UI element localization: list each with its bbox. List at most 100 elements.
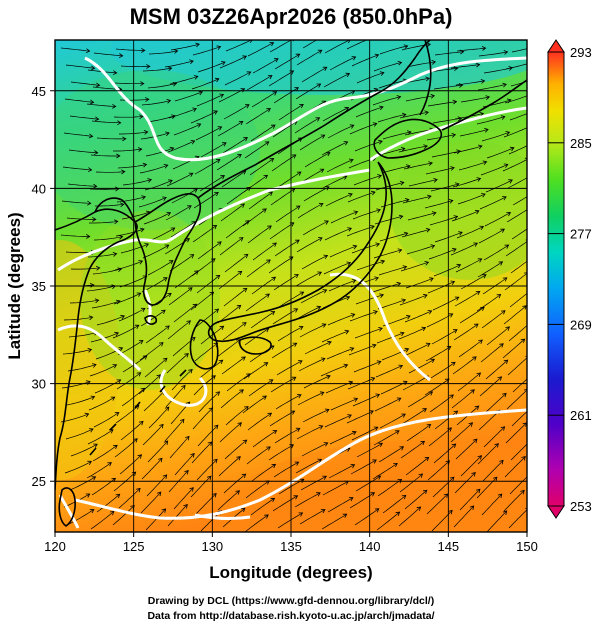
streamline-arrow-320 [453, 329, 458, 334]
streamline-arrow-21 [167, 66, 173, 72]
streamline-320 [431, 329, 458, 345]
streamline-158 [430, 183, 459, 192]
streamline-515 [354, 508, 380, 526]
streamline-arrow-181 [113, 219, 119, 225]
streamline-arrow-67 [430, 93, 436, 99]
streamline-287 [509, 292, 527, 308]
streamline-arrow-377 [530, 372, 534, 376]
streamline-arrow-304 [500, 310, 506, 315]
streamline-arrow-319 [421, 326, 427, 332]
streamline-arrow-195 [474, 209, 480, 215]
streamline-arrow-31 [431, 59, 437, 65]
cool-patch-northwest [55, 70, 260, 230]
streamline-345 [144, 358, 168, 378]
streamline-arrow-229 [430, 244, 436, 249]
streamline-arrow-337 [425, 342, 431, 348]
streamline-4 [170, 43, 200, 51]
streamline-arrow-166 [193, 188, 198, 193]
streamline-arrow-301 [427, 310, 433, 315]
streamline-319 [398, 327, 426, 340]
streamline-7 [247, 42, 274, 57]
coastline-shikoku [238, 336, 272, 355]
streamline-arrow-414 [88, 428, 94, 433]
streamline-467 [504, 456, 526, 478]
streamline-arrow-409 [422, 408, 427, 413]
streamline-arrow-468 [91, 476, 97, 481]
streamline-arrow-91 [122, 136, 127, 142]
streamline-78 [223, 104, 250, 120]
streamline-arrow-169 [268, 191, 273, 196]
streamline-161 [507, 177, 527, 189]
streamline-339 [458, 339, 483, 358]
streamline-arrow-495 [316, 492, 321, 497]
streamline-361 [94, 379, 121, 394]
streamline-30 [373, 62, 402, 72]
streamline-0 [60, 47, 90, 52]
streamline-17 [511, 48, 527, 53]
streamline-arrow-448 [494, 443, 499, 448]
coastline-hokkaido [373, 118, 443, 159]
streamline-204 [225, 220, 250, 239]
streamline-11 [346, 40, 368, 50]
streamline-343 [89, 364, 117, 377]
streamline-264 [372, 282, 401, 293]
streamline-arrow-18 [90, 65, 96, 71]
streamline-188 [275, 205, 301, 223]
y-tick-label-4: 45 [32, 84, 46, 99]
isotherm-north [84, 56, 527, 162]
streamline-160 [485, 179, 513, 193]
streamline-5 [192, 46, 221, 56]
streamline-333 [304, 341, 332, 355]
streamline-398 [115, 405, 140, 424]
streamline-357 [452, 356, 477, 375]
streamline-406 [324, 414, 352, 428]
streamline-315 [299, 323, 326, 338]
streamline-28 [329, 56, 356, 71]
streamline-119 [354, 140, 383, 152]
streamline-3 [148, 50, 178, 55]
streamline-arrow-463 [424, 456, 430, 462]
streamline-arrow-461 [372, 459, 377, 464]
streamline-arrow-183 [166, 212, 172, 217]
streamline-arrow-325 [118, 347, 124, 352]
streamline-35 [505, 63, 527, 70]
streamline-arrow-232 [504, 244, 510, 249]
streamline-arrow-50 [458, 83, 464, 88]
streamline-347 [199, 359, 223, 379]
streamline-arrow-312 [241, 322, 247, 327]
streamline-arrow-405 [324, 408, 330, 413]
streamline-arrow-184 [187, 205, 192, 210]
streamline-arrow-194 [453, 215, 459, 220]
streamline-arrow-167 [214, 191, 219, 197]
streamline-225 [296, 237, 323, 253]
streamline-112 [167, 140, 195, 153]
streamline-arrow-210 [403, 231, 409, 237]
x-tick-label-0: 120 [44, 539, 66, 554]
streamline-arrow-246 [402, 265, 408, 270]
streamline-494 [272, 495, 298, 512]
streamline-arrow-138 [405, 164, 411, 169]
streamline-74 [113, 116, 143, 118]
streamline-arrow-356 [451, 361, 456, 367]
streamline-354 [375, 365, 403, 378]
streamline-arrow-517 [416, 506, 422, 511]
streamline-279 [300, 289, 327, 304]
streamline-arrow-20 [146, 64, 151, 69]
coastline-taiwan [58, 487, 76, 527]
streamline-arrow-437 [207, 441, 213, 446]
streamline-51 [455, 80, 485, 86]
streamline-479 [355, 475, 381, 492]
streamline-186 [220, 203, 245, 222]
streamline-arrow-142 [503, 163, 509, 168]
streamline-arrow-9 [324, 34, 328, 38]
streamline-arrow-451 [107, 462, 112, 467]
streamline-458 [273, 461, 299, 478]
streamline-arrow-314 [298, 325, 304, 331]
streamline-arrow-411 [474, 405, 480, 411]
streamline-arrow-354 [398, 364, 404, 370]
streamline-arrow-149 [220, 175, 225, 180]
streamline-444 [378, 446, 404, 463]
streamline-arrow-71 [528, 93, 532, 97]
streamline-513 [299, 509, 326, 525]
colorbar-bottom-arrow [547, 505, 565, 519]
